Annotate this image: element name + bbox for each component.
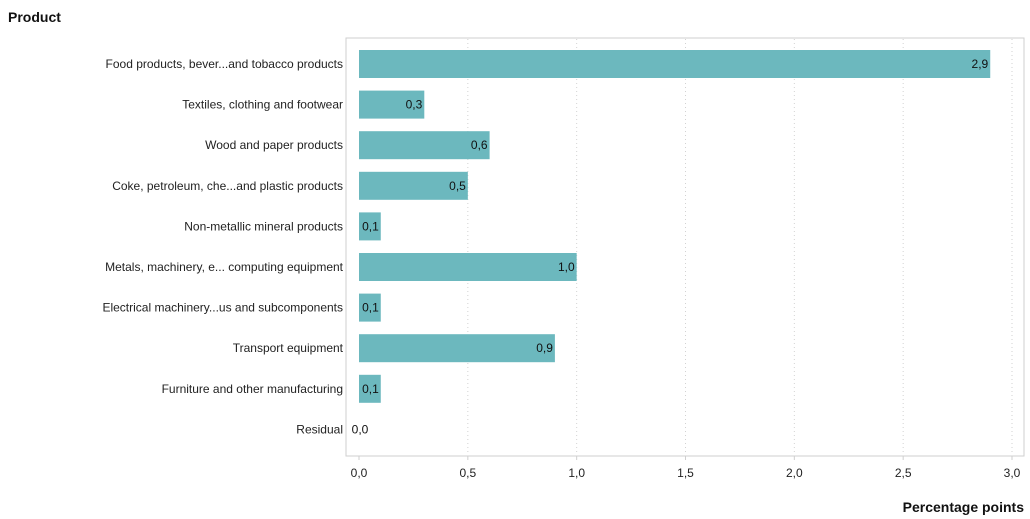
bar-value-label: 0,9 bbox=[536, 341, 553, 355]
bar bbox=[359, 131, 490, 160]
x-tick-label: 3,0 bbox=[1004, 466, 1021, 480]
bar-value-label: 0,1 bbox=[362, 219, 379, 233]
category-label: Non-metallic mineral products bbox=[184, 219, 343, 233]
category-label: Textiles, clothing and footwear bbox=[182, 98, 343, 112]
category-label: Furniture and other manufacturing bbox=[162, 382, 343, 396]
bars-layer bbox=[359, 50, 991, 403]
value-labels: 2,9 0,3 0,6 0,5 0,1 1,0 0,1 0,9 0,1 0,0 bbox=[352, 57, 989, 436]
bar-value-label: 0,1 bbox=[362, 301, 379, 315]
x-tick-labels: 0,0 0,5 1,0 1,5 2,0 2,5 3,0 bbox=[351, 466, 1021, 480]
x-tick-label: 0,5 bbox=[459, 466, 476, 480]
x-tick-label: 1,0 bbox=[568, 466, 585, 480]
category-label: Food products, bever...and tobacco produ… bbox=[106, 57, 343, 71]
x-tick-label: 2,0 bbox=[786, 466, 803, 480]
category-label: Electrical machinery...us and subcompone… bbox=[102, 301, 343, 315]
x-tick-label: 1,5 bbox=[677, 466, 694, 480]
x-axis-title: Percentage points bbox=[903, 499, 1025, 515]
bar-value-label: 0,0 bbox=[352, 422, 369, 436]
plot-frame bbox=[345, 37, 1025, 457]
bar bbox=[359, 293, 381, 322]
grid-layer bbox=[358, 39, 1013, 460]
bar bbox=[359, 171, 468, 200]
bar-value-label: 0,1 bbox=[362, 382, 379, 396]
bar bbox=[359, 374, 381, 403]
y-axis-title: Product bbox=[8, 9, 61, 25]
category-label: Transport equipment bbox=[233, 341, 344, 355]
category-label: Coke, petroleum, che...and plastic produ… bbox=[112, 179, 343, 193]
bar-value-label: 0,5 bbox=[449, 179, 466, 193]
bar-value-label: 0,6 bbox=[471, 138, 488, 152]
bar bbox=[359, 50, 991, 78]
x-tick-label: 0,0 bbox=[351, 466, 368, 480]
bar bbox=[359, 90, 425, 119]
bar bbox=[359, 334, 555, 363]
bar-value-label: 1,0 bbox=[558, 260, 575, 274]
bar bbox=[359, 212, 381, 241]
bar bbox=[359, 253, 577, 281]
bar-value-label: 2,9 bbox=[972, 57, 989, 71]
category-label: Residual bbox=[296, 422, 343, 436]
category-label: Wood and paper products bbox=[205, 138, 343, 152]
category-labels: Food products, bever...and tobacco produ… bbox=[102, 57, 343, 436]
x-tick-label: 2,5 bbox=[895, 466, 912, 480]
plot-frame-rect bbox=[345, 37, 1025, 457]
bar-value-label: 0,3 bbox=[406, 98, 423, 112]
category-label: Metals, machinery, e... computing equipm… bbox=[105, 260, 344, 274]
